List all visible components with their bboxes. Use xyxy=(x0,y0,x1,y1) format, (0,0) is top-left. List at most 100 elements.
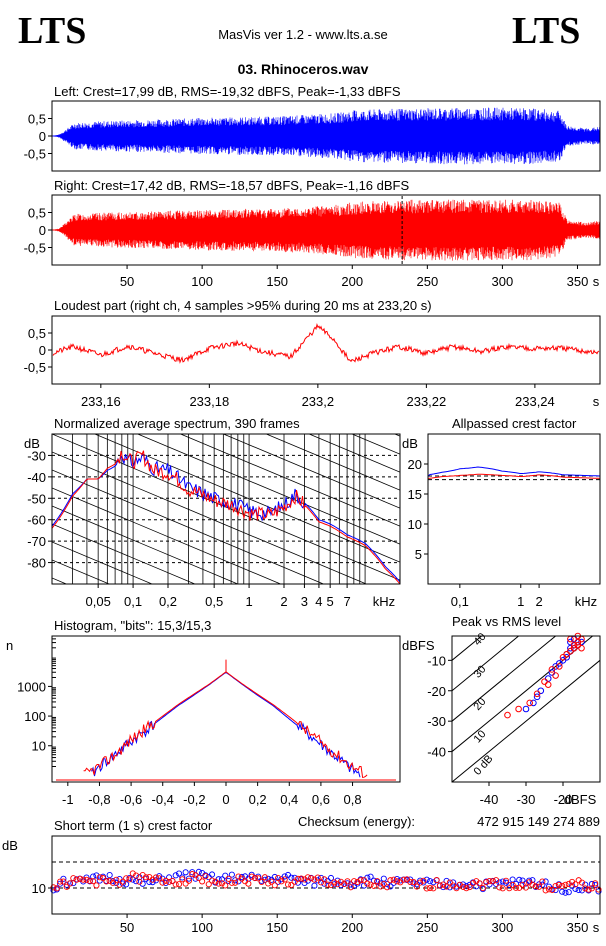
crest-point xyxy=(76,875,83,882)
file-title: 03. Rhinoceros.wav xyxy=(237,61,369,77)
crest-point xyxy=(380,880,387,888)
pvr-point xyxy=(530,699,537,707)
xtick-label: 250 xyxy=(416,274,438,289)
checksum-label: Checksum (energy): xyxy=(298,814,415,829)
crest-point xyxy=(433,876,440,884)
xtick-label: 0,1 xyxy=(451,594,469,609)
crest-point xyxy=(588,885,595,892)
crest-point xyxy=(360,877,368,884)
slope-line xyxy=(52,523,196,584)
diagonal-label: 0 dB xyxy=(472,753,496,778)
crest-point xyxy=(397,877,404,884)
crest-point xyxy=(393,875,401,883)
y-unit: dB xyxy=(24,436,40,451)
xtick-label: 5 xyxy=(327,594,334,609)
xtick-label: 100 xyxy=(191,920,213,935)
crest-point xyxy=(80,876,87,883)
loudest-trace xyxy=(52,323,600,364)
crest-point xyxy=(324,881,331,888)
xtick-label: 50 xyxy=(120,274,134,289)
crest-point xyxy=(582,885,589,892)
crest-point xyxy=(387,883,394,890)
crest-point xyxy=(569,882,576,889)
slope-line xyxy=(52,451,368,584)
crest-point xyxy=(156,875,163,882)
xtick-label: 100 xyxy=(191,274,213,289)
slope-line xyxy=(308,434,400,473)
crest-point xyxy=(436,882,444,889)
ytick-label: 0,5 xyxy=(28,112,46,127)
panel-title: Left: Crest=17,99 dB, RMS=-19,32 dBFS, P… xyxy=(54,84,401,99)
crest-point xyxy=(463,885,470,892)
crest-point xyxy=(519,877,526,884)
crest-point xyxy=(119,880,126,887)
diagonal-label: 20 xyxy=(472,696,489,713)
slope-line xyxy=(93,434,400,563)
panel-title: Allpassed crest factor xyxy=(452,416,577,431)
crest-point xyxy=(139,880,146,887)
crest-point xyxy=(499,885,506,892)
xtick-label: -20 xyxy=(554,792,573,807)
ytick-label: 1000 xyxy=(17,679,46,694)
pvr-point xyxy=(563,650,571,658)
crest-point xyxy=(331,879,338,886)
crest-point xyxy=(552,882,559,890)
crest-diagonal xyxy=(452,659,600,782)
crest-point xyxy=(265,880,272,887)
crest-point xyxy=(225,877,232,884)
crest-point xyxy=(261,874,268,881)
crest-point xyxy=(314,874,321,881)
lts-logo-left: LTS xyxy=(18,10,87,52)
crest-point xyxy=(370,882,377,889)
crest-point xyxy=(96,874,103,881)
crest-point xyxy=(129,876,136,883)
crest-point xyxy=(222,882,229,889)
crest-point xyxy=(189,871,196,878)
crest-point xyxy=(479,884,486,892)
crest-point xyxy=(509,881,516,889)
crest-point xyxy=(565,889,572,896)
crest-point xyxy=(126,876,133,883)
crest-point xyxy=(357,877,364,884)
crest-point xyxy=(119,878,126,885)
crest-point xyxy=(496,884,503,891)
crest-point xyxy=(443,883,450,890)
crest-point xyxy=(86,877,93,884)
crest-series xyxy=(427,473,601,479)
pvr-point xyxy=(533,690,541,698)
ytick-label: -70 xyxy=(27,534,46,549)
slope-line xyxy=(136,434,400,545)
xtick-label: 350 xyxy=(567,920,589,935)
spectrum-series xyxy=(51,453,401,583)
crest-point xyxy=(179,876,186,883)
panel-title: Normalized average spectrum, 390 frames xyxy=(54,416,300,431)
pvr-point xyxy=(556,663,563,670)
app-version: MasVis ver 1.2 - www.lts.a.se xyxy=(218,27,388,42)
crest-point xyxy=(499,878,506,885)
crest-point xyxy=(66,880,74,887)
ytick-label: -0,5 xyxy=(24,360,46,375)
crest-point xyxy=(456,881,463,888)
crest-diagonal xyxy=(452,636,594,753)
x-unit: s xyxy=(593,394,600,409)
xtick-label: 0,05 xyxy=(86,594,111,609)
xtick-label: 7 xyxy=(343,594,350,609)
crest-point xyxy=(288,874,295,881)
histogram-series xyxy=(83,671,368,778)
crest-point xyxy=(116,881,123,888)
crest-point xyxy=(222,872,229,879)
crest-point xyxy=(311,882,318,889)
crest-point xyxy=(387,877,394,884)
crest-point xyxy=(331,881,338,888)
y-unit: dBFS xyxy=(402,638,435,653)
crest-point xyxy=(321,876,328,883)
xtick-label: 0 xyxy=(222,792,229,807)
crest-point xyxy=(446,879,453,886)
xtick-label: 250 xyxy=(416,920,438,935)
crest-point xyxy=(374,878,381,885)
crest-point xyxy=(466,883,473,891)
crest-point xyxy=(162,877,169,884)
plot-frame xyxy=(51,433,401,585)
slope-line xyxy=(52,505,239,584)
